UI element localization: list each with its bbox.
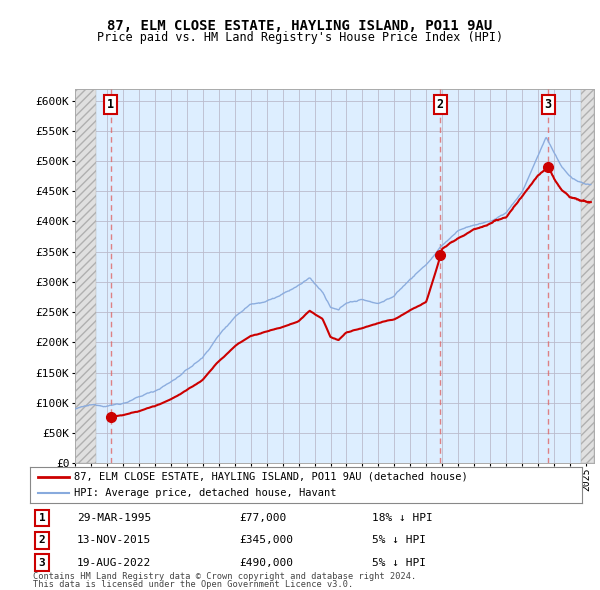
Text: This data is licensed under the Open Government Licence v3.0.: This data is licensed under the Open Gov… [33,580,353,589]
Text: £490,000: £490,000 [240,558,294,568]
Text: 2: 2 [39,536,46,545]
Text: 5% ↓ HPI: 5% ↓ HPI [372,558,426,568]
Text: 3: 3 [545,98,552,111]
Text: HPI: Average price, detached house, Havant: HPI: Average price, detached house, Hava… [74,488,337,498]
Text: 87, ELM CLOSE ESTATE, HAYLING ISLAND, PO11 9AU: 87, ELM CLOSE ESTATE, HAYLING ISLAND, PO… [107,19,493,33]
Text: £77,000: £77,000 [240,513,287,523]
Polygon shape [75,88,96,463]
Text: 2: 2 [437,98,444,111]
Text: 19-AUG-2022: 19-AUG-2022 [77,558,151,568]
Text: 87, ELM CLOSE ESTATE, HAYLING ISLAND, PO11 9AU (detached house): 87, ELM CLOSE ESTATE, HAYLING ISLAND, PO… [74,472,468,482]
Text: 1: 1 [39,513,46,523]
Polygon shape [581,88,594,463]
Text: 18% ↓ HPI: 18% ↓ HPI [372,513,433,523]
Text: Price paid vs. HM Land Registry's House Price Index (HPI): Price paid vs. HM Land Registry's House … [97,31,503,44]
Text: £345,000: £345,000 [240,536,294,545]
Text: 13-NOV-2015: 13-NOV-2015 [77,536,151,545]
Text: Contains HM Land Registry data © Crown copyright and database right 2024.: Contains HM Land Registry data © Crown c… [33,572,416,581]
Text: 5% ↓ HPI: 5% ↓ HPI [372,536,426,545]
Text: 3: 3 [39,558,46,568]
Text: 1: 1 [107,98,115,111]
Text: 29-MAR-1995: 29-MAR-1995 [77,513,151,523]
